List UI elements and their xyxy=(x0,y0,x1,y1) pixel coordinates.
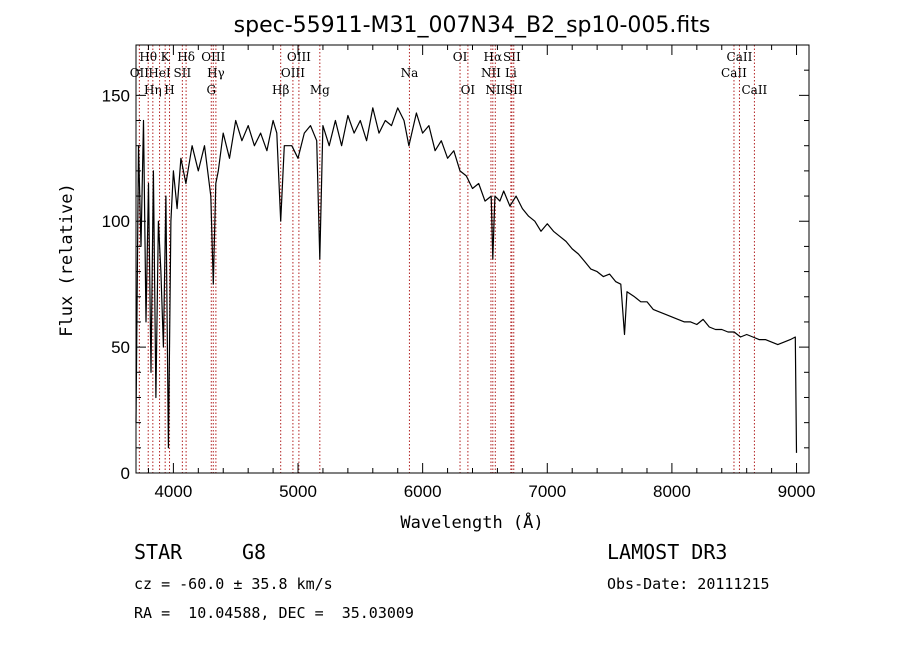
y-axis-label: Flux (relative) xyxy=(57,183,77,337)
observation-date: Obs-Date: 20111215 xyxy=(607,575,770,593)
marker-label-5: H xyxy=(164,83,174,97)
marker-label-6: SII xyxy=(174,66,192,80)
y-tick-label-3: 150 xyxy=(102,86,130,105)
marker-label-2: Hη xyxy=(144,83,162,97)
marker-label-24: CaII xyxy=(721,66,747,80)
marker-label-7: Hδ xyxy=(177,50,195,64)
marker-label-13: OIII xyxy=(287,50,311,64)
x-tick-label-2: 6000 xyxy=(404,482,442,501)
x-axis-label: Wavelength (Å) xyxy=(400,511,543,533)
marker-label-3: HeI xyxy=(148,66,171,80)
marker-label-21: Li xyxy=(505,66,517,80)
marker-label-10: Hγ xyxy=(207,66,225,80)
object-subclass: G8 xyxy=(242,540,267,564)
marker-label-9: G xyxy=(206,83,216,97)
marker-label-25: CaII xyxy=(727,50,753,64)
y-tick-label-2: 100 xyxy=(102,212,130,231)
flux-series xyxy=(135,107,798,453)
x-tick-label-0: 4000 xyxy=(154,482,192,501)
x-axis: 4000 5000 6000 7000 8000 9000 xyxy=(147,45,816,501)
x-tick-label-5: 9000 xyxy=(778,482,816,501)
marker-label-8: OIII xyxy=(201,50,225,64)
marker-label-12: OIII xyxy=(281,66,305,80)
survey-name: LAMOST DR3 xyxy=(607,540,728,564)
chart-title: spec-55911-M31_007N34_B2_sp10-005.fits xyxy=(234,13,711,38)
marker-label-17: OI xyxy=(461,83,476,97)
marker-label-26: CaII xyxy=(741,83,767,97)
redshift-velocity: cz = -60.0 ± 35.8 km/s xyxy=(134,575,333,593)
object-class: STAR xyxy=(134,540,183,564)
x-tick-label-4: 8000 xyxy=(653,482,691,501)
plot-frame xyxy=(135,44,810,474)
marker-label-11: Hβ xyxy=(272,83,289,97)
marker-label-4: K xyxy=(161,50,171,64)
marker-label-23: SII xyxy=(505,83,523,97)
marker-label-0: OII xyxy=(130,66,150,80)
marker-label-1: Hθ xyxy=(139,50,157,64)
coordinates: RA = 10.04588, DEC = 35.03009 xyxy=(134,604,414,622)
marker-label-18: NII xyxy=(481,66,501,80)
marker-label-15: Na xyxy=(401,66,419,80)
x-tick-label-3: 7000 xyxy=(528,482,566,501)
series-line-flux xyxy=(135,107,798,453)
marker-label-14: Mg xyxy=(310,83,330,97)
marker-label-22: SII xyxy=(503,50,521,64)
x-tick-label-1: 5000 xyxy=(279,482,317,501)
y-axis: 0 50 100 150 xyxy=(102,44,809,483)
marker-label-20: NII xyxy=(485,83,505,97)
y-tick-label-0: 0 xyxy=(121,464,130,483)
marker-label-16: OI xyxy=(453,50,468,64)
marker-label-19: Hα xyxy=(484,50,503,64)
y-tick-label-1: 50 xyxy=(111,338,130,357)
